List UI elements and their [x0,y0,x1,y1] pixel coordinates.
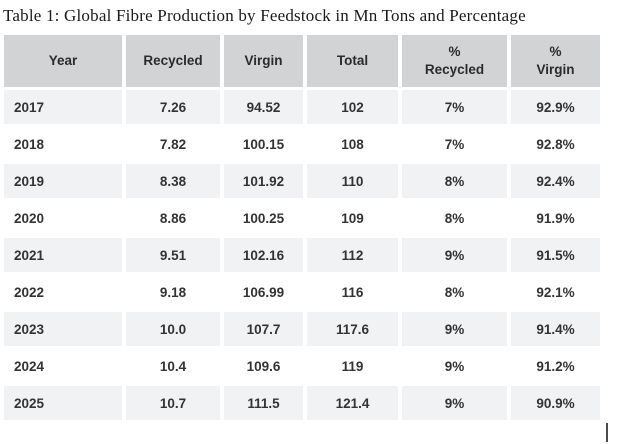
year-cell: 2024 [4,349,122,383]
year-cell: 2022 [4,275,122,309]
table-row: 2025 10.7 111.5 121.4 9% 90.9% [4,386,600,420]
value-cell: 116 [307,275,398,309]
value-cell: 102 [307,90,398,124]
value-cell: 111.5 [224,386,303,420]
value-cell: 9% [402,312,507,346]
value-cell: 100.25 [224,201,303,235]
value-cell: 92.1% [511,275,600,309]
year-cell: 2025 [4,386,122,420]
value-cell: 108 [307,127,398,161]
column-header: Year [4,35,122,87]
value-cell: 10.0 [126,312,220,346]
year-cell: 2019 [4,164,122,198]
column-header: Recycled [126,35,220,87]
value-cell: 112 [307,238,398,272]
table-row: 2018 7.82 100.15 108 7% 92.8% [4,127,600,161]
value-cell: 7% [402,90,507,124]
value-cell: 119 [307,349,398,383]
table-row: 2022 9.18 106.99 116 8% 92.1% [4,275,600,309]
table-row: 2020 8.86 100.25 109 8% 91.9% [4,201,600,235]
value-cell: 110 [307,164,398,198]
table-row: 2021 9.51 102.16 112 9% 91.5% [4,238,600,272]
value-cell: 94.52 [224,90,303,124]
value-cell: 8% [402,164,507,198]
value-cell: 7% [402,127,507,161]
column-header: Virgin [224,35,303,87]
value-cell: 106.99 [224,275,303,309]
table-row: 2017 7.26 94.52 102 7% 92.9% [4,90,600,124]
year-cell: 2017 [4,90,122,124]
value-cell: 9.51 [126,238,220,272]
value-cell: 10.4 [126,349,220,383]
value-cell: 8% [402,275,507,309]
fibre-production-table: Year Recycled Virgin Total% Recycled% Virgi… [0,32,604,423]
value-cell: 92.9% [511,90,600,124]
value-cell: 107.7 [224,312,303,346]
year-cell: 2021 [4,238,122,272]
value-cell: 117.6 [307,312,398,346]
table-row: 2023 10.0 107.7 117.6 9% 91.4% [4,312,600,346]
value-cell: 102.16 [224,238,303,272]
table-row: 2024 10.4 109.6 119 9% 91.2% [4,349,600,383]
value-cell: 7.26 [126,90,220,124]
value-cell: 121.4 [307,386,398,420]
value-cell: 8.86 [126,201,220,235]
value-cell: 109.6 [224,349,303,383]
value-cell: 100.15 [224,127,303,161]
text-cursor [606,423,608,442]
table-row: 2019 8.38 101.92 110 8% 92.4% [4,164,600,198]
value-cell: 92.4% [511,164,600,198]
table-body: 2017 7.26 94.52 102 7% 92.9% 2018 7.82 100.15 108… [4,90,600,420]
value-cell: 101.92 [224,164,303,198]
value-cell: 9% [402,238,507,272]
value-cell: 91.9% [511,201,600,235]
value-cell: 91.4% [511,312,600,346]
value-cell: 109 [307,201,398,235]
table-caption: Table 1: Global Fibre Production by Feed… [3,6,526,25]
table-header: Year Recycled Virgin Total% Recycled% Virgi… [4,35,600,87]
year-cell: 2023 [4,312,122,346]
value-cell: 8.38 [126,164,220,198]
value-cell: 90.9% [511,386,600,420]
year-cell: 2018 [4,127,122,161]
value-cell: 8% [402,201,507,235]
value-cell: 91.2% [511,349,600,383]
value-cell: 9% [402,349,507,383]
value-cell: 91.5% [511,238,600,272]
value-cell: 7.82 [126,127,220,161]
column-header: Total [307,35,398,87]
table-header-row: Year Recycled Virgin Total% Recycled% Virgi… [4,35,600,87]
value-cell: 9.18 [126,275,220,309]
year-cell: 2020 [4,201,122,235]
column-header: % Virgin [511,35,600,87]
value-cell: 9% [402,386,507,420]
value-cell: 10.7 [126,386,220,420]
value-cell: 92.8% [511,127,600,161]
column-header: % Recycled [402,35,507,87]
